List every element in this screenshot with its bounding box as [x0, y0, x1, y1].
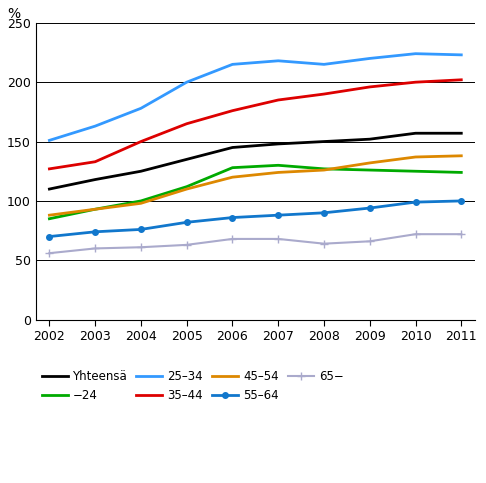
−24	[321, 166, 327, 172]
25–34	[458, 52, 464, 58]
Yhteensä	[458, 130, 464, 136]
55–64	[92, 229, 98, 235]
45–54	[275, 170, 281, 175]
Yhteensä	[321, 139, 327, 144]
35–44	[47, 166, 52, 172]
Yhteensä	[367, 136, 373, 142]
65−	[184, 242, 190, 248]
Legend: Yhteensä, −24, 25–34, 35–44, 45–54, 55–64, 65−: Yhteensä, −24, 25–34, 35–44, 45–54, 55–6…	[42, 370, 344, 402]
55–64	[184, 219, 190, 225]
−24	[229, 165, 235, 170]
Line: 35–44: 35–44	[50, 80, 461, 169]
25–34	[92, 123, 98, 129]
−24	[458, 170, 464, 175]
−24	[275, 162, 281, 168]
Yhteensä	[92, 177, 98, 183]
25–34	[138, 105, 144, 111]
Line: 55–64: 55–64	[47, 198, 464, 240]
65−	[413, 231, 418, 237]
45–54	[92, 206, 98, 212]
65−	[458, 231, 464, 237]
55–64	[458, 198, 464, 204]
55–64	[413, 199, 418, 205]
45–54	[229, 174, 235, 180]
55–64	[229, 214, 235, 220]
Line: 25–34: 25–34	[50, 54, 461, 141]
25–34	[367, 56, 373, 61]
35–44	[321, 91, 327, 97]
35–44	[367, 84, 373, 90]
−24	[367, 167, 373, 173]
25–34	[275, 58, 281, 64]
Yhteensä	[138, 169, 144, 174]
−24	[184, 184, 190, 189]
25–34	[413, 51, 418, 57]
25–34	[321, 61, 327, 67]
65−	[229, 236, 235, 242]
55–64	[367, 205, 373, 211]
−24	[138, 198, 144, 204]
Text: %: %	[7, 7, 20, 21]
45–54	[184, 186, 190, 192]
65−	[47, 250, 52, 256]
45–54	[413, 154, 418, 160]
Yhteensä	[229, 144, 235, 150]
Line: −24: −24	[50, 165, 461, 219]
65−	[275, 236, 281, 242]
35–44	[275, 97, 281, 103]
35–44	[458, 77, 464, 83]
Line: 65−: 65−	[45, 230, 466, 257]
35–44	[138, 139, 144, 144]
55–64	[321, 210, 327, 216]
45–54	[138, 200, 144, 206]
35–44	[92, 159, 98, 165]
35–44	[413, 79, 418, 85]
35–44	[229, 108, 235, 114]
25–34	[229, 61, 235, 67]
65−	[321, 241, 327, 247]
−24	[92, 206, 98, 212]
25–34	[47, 138, 52, 143]
35–44	[184, 121, 190, 127]
Line: Yhteensä: Yhteensä	[50, 133, 461, 189]
45–54	[321, 167, 327, 173]
Yhteensä	[184, 156, 190, 162]
Yhteensä	[47, 186, 52, 192]
−24	[47, 216, 52, 222]
Yhteensä	[275, 141, 281, 147]
Line: 45–54: 45–54	[50, 156, 461, 215]
45–54	[367, 160, 373, 166]
Yhteensä	[413, 130, 418, 136]
25–34	[184, 79, 190, 85]
65−	[92, 245, 98, 251]
65−	[138, 244, 144, 250]
55–64	[138, 227, 144, 232]
−24	[413, 169, 418, 174]
55–64	[47, 234, 52, 240]
45–54	[47, 212, 52, 218]
45–54	[458, 153, 464, 159]
55–64	[275, 212, 281, 218]
65−	[367, 239, 373, 244]
